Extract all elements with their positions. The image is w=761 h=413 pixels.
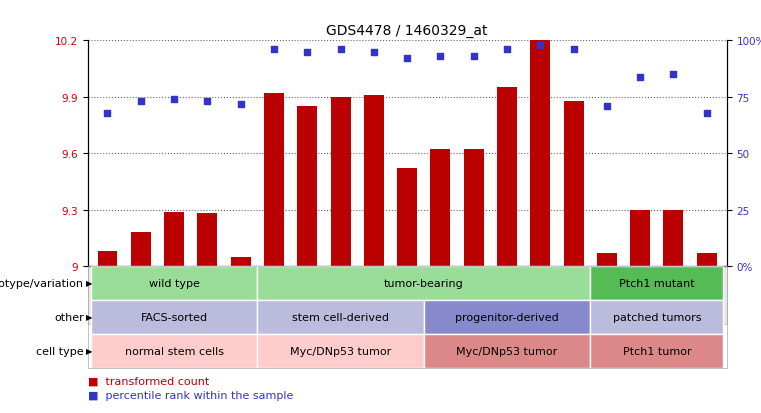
Point xyxy=(501,47,513,54)
Point xyxy=(435,54,447,60)
Bar xyxy=(298,107,317,266)
Point xyxy=(135,99,147,105)
Text: cell type: cell type xyxy=(36,346,84,356)
Text: Ptch1 mutant: Ptch1 mutant xyxy=(619,278,695,288)
Point xyxy=(301,49,314,56)
Text: ▶: ▶ xyxy=(86,313,93,322)
Point xyxy=(368,49,380,56)
Bar xyxy=(197,214,218,266)
Point xyxy=(701,110,713,116)
Point xyxy=(401,56,413,63)
Point xyxy=(335,47,347,54)
Bar xyxy=(264,94,284,266)
Bar xyxy=(697,253,717,266)
Text: Myc/DNp53 tumor: Myc/DNp53 tumor xyxy=(290,346,391,356)
Text: ■  percentile rank within the sample: ■ percentile rank within the sample xyxy=(88,390,293,400)
Text: ▶: ▶ xyxy=(86,347,93,356)
Bar xyxy=(564,101,584,266)
Point xyxy=(234,101,247,108)
Bar xyxy=(630,210,650,266)
Text: normal stem cells: normal stem cells xyxy=(125,346,224,356)
Text: tumor-bearing: tumor-bearing xyxy=(384,278,463,288)
Point xyxy=(568,47,580,54)
Bar xyxy=(97,252,117,266)
Bar xyxy=(530,41,550,266)
Text: Myc/DNp53 tumor: Myc/DNp53 tumor xyxy=(457,346,558,356)
Text: Ptch1 tumor: Ptch1 tumor xyxy=(622,346,691,356)
Bar xyxy=(330,97,351,266)
Text: progenitor-derived: progenitor-derived xyxy=(455,312,559,322)
Point xyxy=(101,110,113,116)
Bar xyxy=(497,88,517,266)
Bar xyxy=(164,212,184,266)
Bar xyxy=(431,150,451,266)
Point xyxy=(601,103,613,110)
Text: FACS-sorted: FACS-sorted xyxy=(141,312,208,322)
Text: patched tumors: patched tumors xyxy=(613,312,701,322)
Title: GDS4478 / 1460329_at: GDS4478 / 1460329_at xyxy=(326,24,488,38)
Bar xyxy=(463,150,484,266)
Point xyxy=(201,99,213,105)
Bar xyxy=(231,257,250,266)
Point xyxy=(534,43,546,49)
Text: other: other xyxy=(54,312,84,322)
Bar xyxy=(664,210,683,266)
Bar xyxy=(397,169,417,266)
Text: wild type: wild type xyxy=(148,278,199,288)
Bar xyxy=(597,253,617,266)
Point xyxy=(667,72,680,78)
Point xyxy=(468,54,480,60)
Point xyxy=(168,97,180,103)
Text: ■  transformed count: ■ transformed count xyxy=(88,375,209,385)
Bar xyxy=(364,96,384,266)
Text: stem cell-derived: stem cell-derived xyxy=(292,312,389,322)
Point xyxy=(634,74,646,81)
Text: genotype/variation: genotype/variation xyxy=(0,278,84,288)
Text: ▶: ▶ xyxy=(86,279,93,288)
Point xyxy=(268,47,280,54)
Bar xyxy=(131,233,151,266)
